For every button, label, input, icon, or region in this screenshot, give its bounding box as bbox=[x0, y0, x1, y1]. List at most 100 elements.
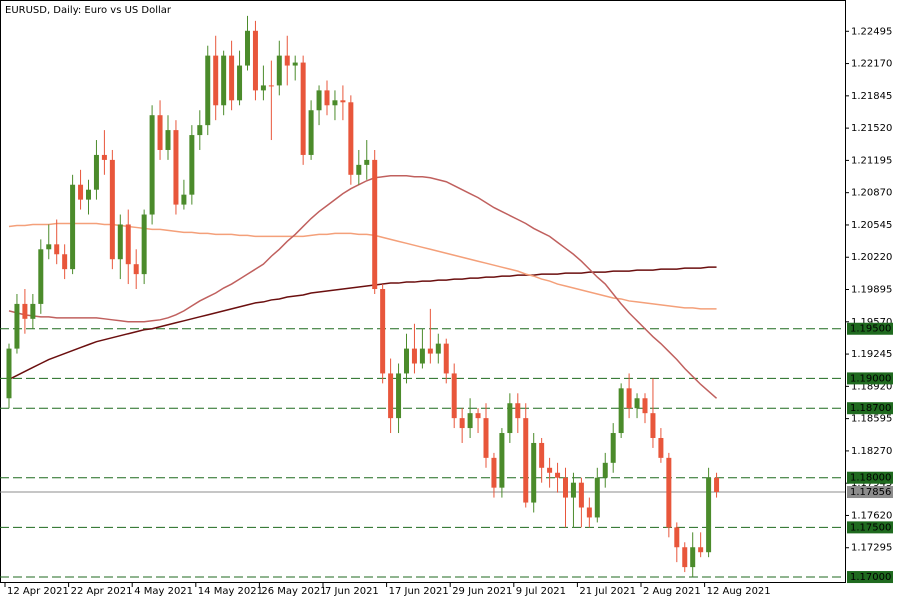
candle-body bbox=[427, 348, 433, 354]
candle-body bbox=[523, 418, 529, 503]
candle-body bbox=[93, 154, 99, 190]
candle-body bbox=[364, 159, 370, 165]
candle-body bbox=[388, 373, 394, 419]
candle-body bbox=[46, 244, 52, 250]
candle-body bbox=[308, 110, 314, 155]
candle-body bbox=[70, 184, 76, 270]
level-label: 1.17500 bbox=[850, 522, 891, 533]
candle-body bbox=[260, 85, 266, 91]
axis-layer: 1.22495 1.22170 1.21845 1.21520 1.21195 1.208… bbox=[4, 26, 893, 597]
candle-body bbox=[197, 125, 203, 136]
x-tick-label: 7 Jun 2021 bbox=[325, 586, 379, 597]
y-tick-label: 1.19895 bbox=[851, 285, 892, 296]
candle-body bbox=[22, 303, 28, 319]
level-label: 1.18700 bbox=[850, 403, 891, 414]
x-tick-label: 9 Jul 2021 bbox=[516, 586, 566, 597]
candle-body bbox=[62, 254, 68, 270]
candle-body bbox=[475, 413, 481, 419]
candle-body bbox=[141, 214, 147, 275]
candle-body bbox=[221, 55, 227, 106]
candle-body bbox=[650, 413, 656, 438]
candle-body bbox=[117, 224, 123, 260]
candle-body bbox=[78, 184, 84, 200]
candle-body bbox=[634, 398, 640, 409]
candle-body bbox=[642, 398, 648, 414]
y-tick-label: 1.19570 bbox=[851, 317, 892, 328]
candle-body bbox=[268, 85, 274, 87]
candle-body bbox=[435, 343, 441, 354]
candle-body bbox=[602, 462, 608, 478]
candle-body bbox=[292, 62, 298, 66]
candle-body bbox=[499, 433, 505, 488]
y-tick-label: 1.21195 bbox=[851, 155, 892, 166]
candle-body bbox=[245, 30, 250, 66]
candle-body bbox=[396, 373, 402, 419]
plot-frame bbox=[0, 0, 846, 583]
candle-body bbox=[483, 418, 489, 458]
candle-body bbox=[666, 457, 672, 528]
candles-layer bbox=[6, 15, 720, 578]
candle-body bbox=[443, 343, 449, 374]
chart-title: EURUSD, Daily: Euro vs US Dollar bbox=[5, 5, 172, 16]
candle-body bbox=[189, 135, 195, 195]
y-tick-label: 1.18270 bbox=[851, 446, 892, 457]
candle-body bbox=[348, 102, 354, 175]
y-tick-label: 1.20220 bbox=[851, 252, 892, 263]
candle-body bbox=[372, 159, 378, 290]
candle-body bbox=[205, 55, 211, 126]
candle-body bbox=[586, 507, 592, 518]
candle-body bbox=[54, 244, 60, 255]
candle-body bbox=[165, 130, 171, 150]
x-tick-label: 22 Apr 2021 bbox=[71, 586, 133, 597]
candle-body bbox=[411, 348, 417, 364]
y-tick-label: 1.22170 bbox=[851, 59, 892, 70]
x-tick-label: 26 May 2021 bbox=[261, 586, 326, 597]
current-price-label: 1.17856 bbox=[850, 487, 891, 498]
candle-body bbox=[380, 289, 386, 374]
x-tick-label: 21 Jul 2021 bbox=[579, 586, 636, 597]
level-box bbox=[847, 322, 893, 335]
x-tick-label: 2 Aug 2021 bbox=[643, 586, 701, 597]
candle-body bbox=[658, 437, 664, 458]
y-tick-label: 1.20545 bbox=[851, 220, 892, 231]
candle-body bbox=[547, 467, 553, 473]
candle-body bbox=[101, 154, 107, 160]
current-price-box bbox=[847, 486, 893, 499]
candle-body bbox=[181, 194, 187, 205]
candle-body bbox=[419, 348, 425, 364]
candle-body bbox=[157, 115, 163, 150]
candle-body bbox=[706, 477, 712, 553]
candle-body bbox=[451, 373, 457, 419]
candle-body bbox=[531, 442, 537, 503]
candle-body bbox=[38, 249, 44, 304]
x-tick-label: 29 Jun 2021 bbox=[452, 586, 512, 597]
candle-body bbox=[618, 388, 624, 434]
candle-body bbox=[610, 433, 616, 463]
x-tick-label: 17 Jun 2021 bbox=[389, 586, 449, 597]
level-label: 1.18000 bbox=[850, 473, 891, 484]
moving-average-line bbox=[8, 266, 717, 381]
candle-body bbox=[276, 55, 282, 86]
x-tick-label: 4 May 2021 bbox=[134, 586, 193, 597]
candle-body bbox=[626, 388, 632, 409]
moving-average-line bbox=[8, 175, 718, 399]
candle-body bbox=[356, 164, 362, 175]
levels-layer bbox=[0, 328, 845, 578]
candle-body bbox=[459, 418, 465, 429]
candle-body bbox=[594, 477, 600, 518]
candle-body bbox=[30, 303, 36, 319]
candle-body bbox=[14, 303, 20, 349]
level-box bbox=[847, 521, 893, 534]
y-tick-label: 1.20870 bbox=[851, 188, 892, 199]
candle-body bbox=[213, 55, 219, 106]
y-tick-label: 1.21845 bbox=[851, 91, 892, 102]
y-tick-label: 1.21520 bbox=[851, 123, 892, 134]
y-tick-label: 1.17620 bbox=[851, 510, 892, 521]
candle-body bbox=[578, 482, 584, 508]
candle-body bbox=[300, 62, 306, 155]
x-tick-label: 12 Apr 2021 bbox=[7, 586, 69, 597]
level-box bbox=[847, 372, 893, 385]
y-tick-label: 1.19245 bbox=[851, 349, 892, 360]
